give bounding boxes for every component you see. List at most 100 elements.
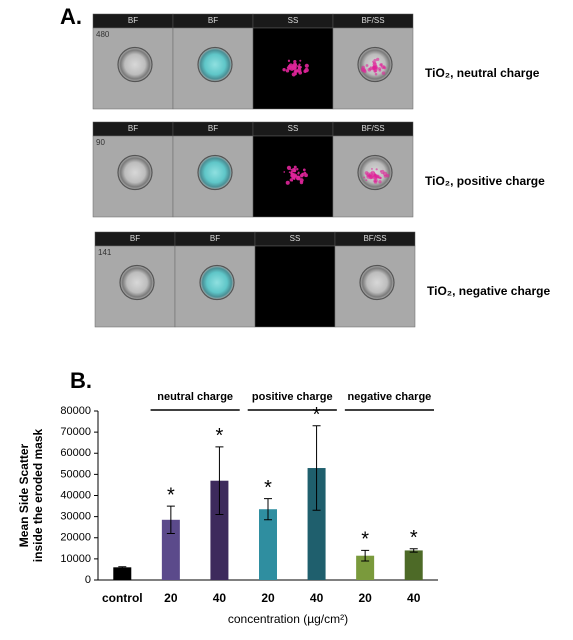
bar	[113, 567, 132, 580]
column-header: BF	[130, 234, 140, 243]
column-header: BF	[210, 234, 220, 243]
scatter-dot	[297, 172, 300, 175]
cell	[118, 155, 152, 190]
bar	[161, 519, 180, 580]
scatter-dot	[373, 61, 377, 65]
event-number: 480	[96, 30, 110, 39]
scatter-dot	[374, 178, 378, 183]
scatter-dot	[304, 63, 309, 68]
scatter-dot	[290, 168, 292, 171]
event-number: 141	[98, 248, 112, 257]
bar	[356, 555, 375, 580]
error-bar	[215, 446, 224, 516]
significance-mark: *	[167, 484, 175, 506]
x-tick-label: 20	[358, 591, 372, 605]
scatter-dot	[296, 168, 299, 171]
column-header: SS	[288, 124, 299, 133]
panel-label: A.	[60, 4, 82, 29]
cell	[198, 155, 232, 190]
scatter-dot	[375, 175, 379, 179]
scatter-dot	[380, 65, 383, 68]
scatter-dot	[378, 67, 382, 71]
error-bar	[166, 505, 175, 535]
y-tick-label: 60000	[60, 447, 91, 459]
scatter-dot	[374, 65, 378, 69]
cell	[120, 265, 154, 300]
scatter-dot	[372, 65, 376, 68]
significance-mark: *	[313, 404, 321, 426]
scatter-dot	[293, 65, 297, 70]
strip-caption: TiO₂, positive charge	[425, 174, 545, 188]
cell	[360, 265, 394, 300]
cell-edge	[359, 264, 395, 301]
cell-edge	[199, 264, 235, 301]
scatter-dot	[363, 176, 366, 179]
scatter-dot	[288, 171, 291, 174]
scatter-dot	[296, 175, 300, 179]
cell-edge	[357, 154, 393, 191]
scatter-dot	[299, 174, 303, 177]
scatter-dot	[378, 180, 382, 184]
scatter-dot	[379, 177, 382, 179]
y-tick-label: 40000	[60, 489, 91, 501]
error-bar	[312, 425, 321, 511]
scatter-dot	[301, 172, 304, 175]
error-bar	[361, 549, 370, 562]
scatter-dot	[297, 65, 302, 70]
scatter-dot	[368, 175, 373, 180]
scatter-dot	[293, 175, 297, 178]
scatter-dot	[365, 179, 368, 182]
group-label: neutral charge	[157, 391, 233, 403]
cell-edge	[357, 46, 393, 83]
x-tick-label: 20	[164, 591, 178, 605]
scatter-dot	[291, 72, 296, 77]
scatter-dot	[380, 63, 383, 66]
scatter-dot	[373, 58, 377, 62]
scatter-dot	[364, 171, 369, 175]
scatter-dot	[288, 67, 291, 70]
column-header: BF/SS	[361, 16, 384, 25]
event-number: 90	[96, 138, 105, 147]
x-tick-label: 40	[310, 591, 324, 605]
scatter-dot	[299, 180, 304, 185]
scatter-dot	[293, 165, 297, 169]
cell-edge	[119, 264, 155, 301]
significance-mark: *	[264, 477, 272, 499]
strip-caption: TiO₂, negative charge	[427, 284, 550, 298]
cell	[118, 47, 152, 82]
y-axis-title-line: Mean Side Scatter	[17, 443, 31, 547]
scatter-dot	[296, 65, 299, 67]
bar	[307, 468, 326, 580]
group-label: positive charge	[252, 391, 333, 403]
column-header: BF	[208, 16, 218, 25]
scatter-dot	[374, 174, 377, 177]
scatter-dot	[293, 60, 297, 64]
y-axis-title-line: inside the eroded mask	[31, 428, 45, 562]
significance-mark: *	[410, 527, 418, 549]
scatter-dot	[365, 64, 369, 67]
scatter-dot	[299, 59, 302, 62]
y-tick-label: 30000	[60, 511, 91, 523]
y-tick-label: 70000	[60, 426, 91, 438]
cell	[200, 265, 234, 300]
x-axis-title: concentration (µg/cm²)	[228, 612, 348, 626]
x-tick-label: 40	[407, 591, 421, 605]
scatter-dot	[374, 72, 378, 76]
column-header: BF	[208, 124, 218, 133]
scatter-dot	[375, 168, 378, 171]
bar	[404, 550, 423, 580]
scatter-dot	[291, 179, 293, 182]
cell-edge	[197, 154, 233, 191]
panel-label: B.	[70, 368, 92, 393]
x-tick-label: control	[102, 591, 143, 605]
y-tick-label: 80000	[60, 405, 91, 417]
scatter-dot	[373, 171, 376, 174]
scatter-dot	[302, 168, 306, 172]
scatter-dot	[294, 69, 298, 73]
scatter-dot	[385, 173, 390, 178]
image-strip: BF BF SS BF/SS 480 TiO₂, neutral charge	[92, 13, 540, 110]
error-bar	[264, 498, 272, 521]
cell	[198, 47, 232, 82]
scatter-dot	[370, 66, 372, 68]
